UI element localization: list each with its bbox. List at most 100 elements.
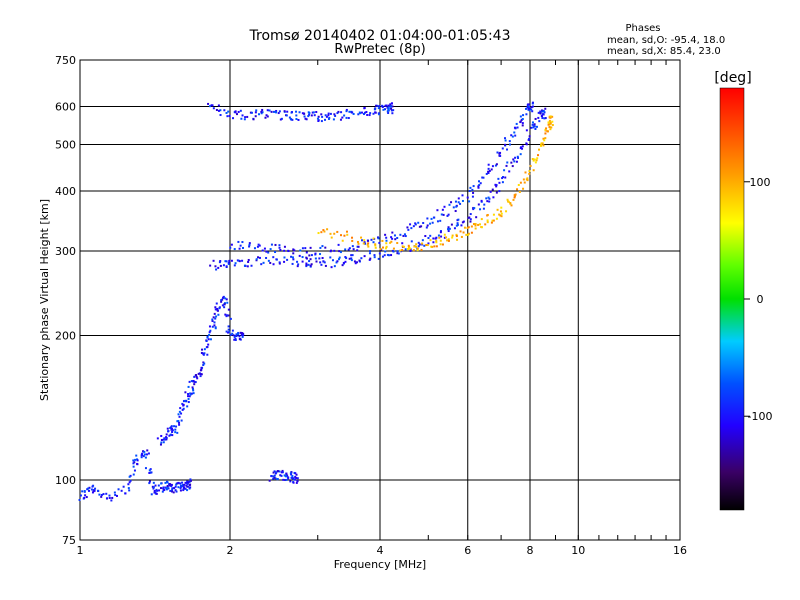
data-point [208, 333, 211, 336]
data-point [494, 183, 497, 186]
data-point [394, 238, 397, 241]
data-point [390, 109, 393, 112]
data-point [358, 259, 361, 262]
data-point [443, 205, 446, 208]
data-point [295, 476, 298, 479]
data-point [439, 219, 442, 222]
data-point [487, 196, 490, 199]
data-point [187, 480, 190, 483]
data-point [374, 246, 377, 249]
data-point [201, 352, 204, 355]
data-point [492, 219, 495, 222]
data-point [374, 244, 377, 247]
data-point [528, 172, 531, 175]
data-point [225, 112, 228, 115]
data-point [477, 186, 480, 189]
data-point [184, 391, 187, 394]
data-point [407, 228, 410, 231]
data-point [257, 113, 260, 116]
data-point [253, 247, 256, 250]
data-point [358, 111, 361, 114]
data-point [91, 491, 94, 494]
data-point [92, 484, 95, 487]
data-point [291, 111, 294, 114]
data-point [425, 243, 428, 246]
data-point [241, 114, 244, 117]
data-point [272, 263, 275, 266]
data-point [527, 107, 530, 110]
data-point [454, 200, 457, 203]
data-point [351, 111, 354, 114]
data-point [199, 369, 202, 372]
data-point [527, 108, 530, 111]
data-point [182, 407, 185, 410]
data-point [140, 456, 143, 459]
data-point [288, 116, 291, 119]
data-point [132, 473, 135, 476]
data-point [272, 110, 275, 113]
data-point [327, 114, 330, 117]
data-point [409, 223, 412, 226]
data-point [414, 222, 417, 225]
data-point [98, 493, 101, 496]
data-point [543, 111, 546, 114]
data-point [329, 112, 332, 115]
data-point [544, 107, 547, 110]
data-point [463, 226, 466, 229]
data-point [229, 333, 232, 336]
data-point [472, 185, 475, 188]
data-point [388, 105, 391, 108]
data-point [301, 112, 304, 115]
data-point [218, 307, 221, 310]
data-point [175, 490, 178, 493]
data-point [266, 109, 269, 112]
data-point [206, 353, 209, 356]
colorbar-ticks: 100 0 -100 [744, 176, 772, 423]
data-point [460, 235, 463, 238]
data-point [285, 475, 288, 478]
data-point [237, 240, 240, 243]
x-tick-label: 2 [227, 544, 234, 557]
data-point [324, 114, 327, 117]
data-point [192, 379, 195, 382]
data-point [328, 116, 331, 119]
data-point [217, 104, 220, 107]
data-point [241, 335, 244, 338]
data-point [223, 302, 226, 305]
data-point [357, 245, 360, 248]
data-point [416, 247, 419, 250]
data-point [352, 112, 355, 115]
data-point [171, 434, 174, 437]
data-point [531, 157, 534, 160]
data-point [474, 222, 477, 225]
data-point [243, 264, 246, 267]
data-point [497, 177, 500, 180]
data-point [501, 181, 504, 184]
data-point [177, 420, 180, 423]
data-point [209, 105, 212, 108]
data-point [389, 241, 392, 244]
data-point [321, 115, 324, 118]
data-point [535, 125, 538, 128]
data-point [298, 111, 301, 114]
data-point [256, 245, 259, 248]
data-point [534, 161, 537, 164]
data-point [128, 475, 131, 478]
data-point [196, 377, 199, 380]
data-point [129, 479, 132, 482]
data-point [347, 248, 350, 251]
data-point [203, 362, 206, 365]
data-point [487, 163, 490, 166]
data-point [472, 223, 475, 226]
data-point [363, 255, 366, 258]
data-point [351, 239, 354, 242]
data-point [217, 266, 220, 269]
data-point [133, 461, 136, 464]
data-point [381, 239, 384, 242]
data-point [190, 380, 193, 383]
data-point [148, 469, 151, 472]
data-point [166, 484, 169, 487]
data-point [443, 236, 446, 239]
data-point [392, 109, 395, 112]
data-point [330, 249, 333, 252]
